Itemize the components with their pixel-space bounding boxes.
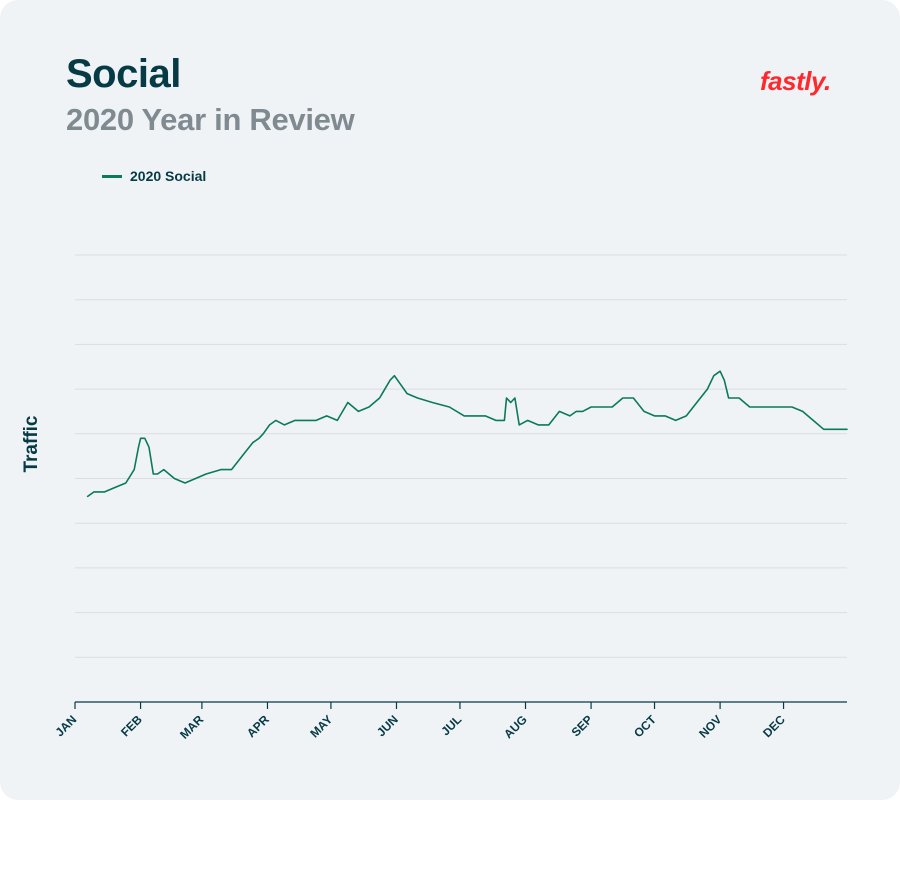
chart-subtitle: 2020 Year in Review <box>66 102 355 137</box>
chart-title: Social <box>66 52 181 96</box>
series-line-2020-social <box>86 370 848 498</box>
fastly-logo: fastly. <box>760 66 831 96</box>
x-tick-label: MAY <box>307 712 335 740</box>
chart-card <box>0 0 900 800</box>
legend-label: 2020 Social <box>130 168 207 184</box>
legend-swatch <box>102 174 122 178</box>
x-tick-label: OCT <box>631 712 659 740</box>
x-tick-label: APR <box>244 712 272 740</box>
x-tick-label: AUG <box>501 712 530 741</box>
x-tick-label: SEP <box>569 712 596 739</box>
x-tick-label: JUL <box>438 712 464 738</box>
x-tick-label: NOV <box>696 712 724 740</box>
x-tick-label: JUN <box>374 712 401 739</box>
x-tick-label: JAN <box>52 712 79 739</box>
chart-legend: 2020 Social <box>102 168 206 184</box>
chart-plot-area: JAN FEB MAR APR MAY JUN JUL AUG SEP OCT NOV DEC <box>52 254 848 742</box>
x-tick-label: MAR <box>177 712 206 741</box>
x-tick-label: FEB <box>118 712 145 739</box>
x-tick-label: DEC <box>760 712 788 740</box>
